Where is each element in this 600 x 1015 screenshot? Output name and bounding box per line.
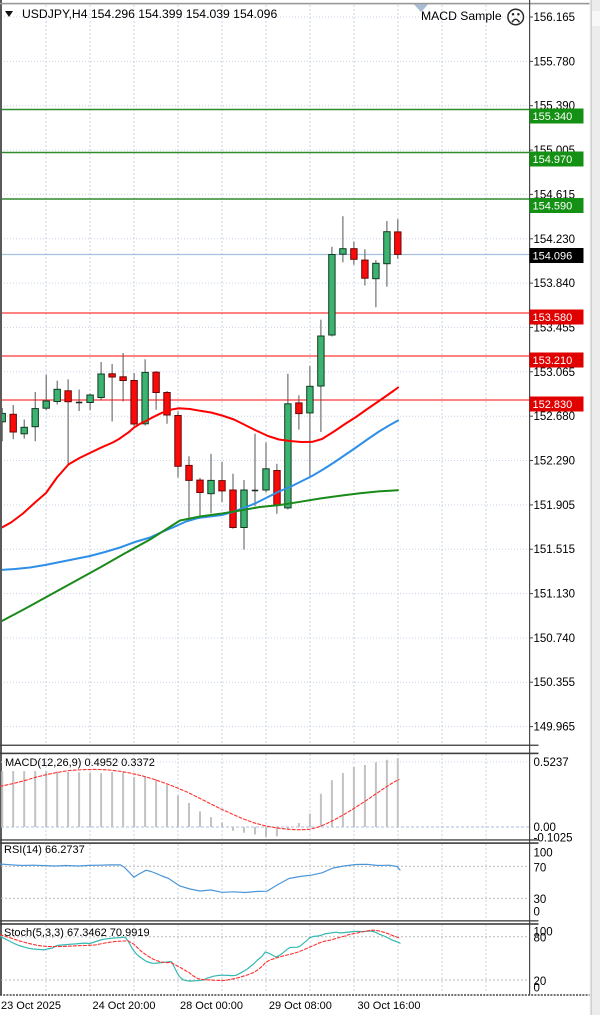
svg-text:0: 0 [534,983,540,995]
svg-text:20: 20 [534,976,547,988]
svg-text:30: 30 [534,894,547,906]
svg-text:154.230: 154.230 [534,234,576,246]
svg-text:USDJPY,H4 154.296 154.399 154.: USDJPY,H4 154.296 154.399 154.039 154.09… [22,7,277,21]
svg-text:23 Oct 2025: 23 Oct 2025 [1,1000,61,1012]
svg-text:153.210: 153.210 [533,355,573,367]
svg-text:152.680: 152.680 [534,411,576,423]
svg-text:30 Oct 16:00: 30 Oct 16:00 [358,1000,421,1012]
svg-text:150.355: 150.355 [534,677,576,689]
svg-text:MACD Sample: MACD Sample [421,9,502,23]
svg-text:152.290: 152.290 [534,456,576,468]
svg-text:151.130: 151.130 [534,589,576,601]
svg-text:Stoch(5,3,3) 67.3462 70.9919: Stoch(5,3,3) 67.3462 70.9919 [4,927,150,939]
svg-text:24 Oct 20:00: 24 Oct 20:00 [93,1000,156,1012]
svg-text:155.340: 155.340 [533,111,573,123]
svg-text:153.580: 153.580 [533,312,573,324]
svg-text:100: 100 [534,848,553,860]
svg-text:29 Oct 08:00: 29 Oct 08:00 [269,1000,332,1012]
svg-text:151.905: 151.905 [534,500,576,512]
svg-text:0.00: 0.00 [534,822,556,834]
svg-text:80: 80 [534,933,547,945]
svg-text:RSI(14) 66.2737: RSI(14) 66.2737 [4,844,85,856]
svg-text:MACD(12,26,9) 0.4952 0.3372: MACD(12,26,9) 0.4952 0.3372 [5,757,155,769]
svg-text:155.780: 155.780 [534,56,576,68]
svg-text:156.165: 156.165 [534,12,576,24]
svg-text:153.065: 153.065 [534,367,576,379]
svg-text:-0.1025: -0.1025 [534,833,573,845]
svg-text:70: 70 [534,863,547,875]
svg-text:0: 0 [534,907,540,919]
svg-text:153.455: 153.455 [534,322,576,334]
svg-text:154.970: 154.970 [533,154,573,166]
svg-text:28 Oct 00:00: 28 Oct 00:00 [180,1000,243,1012]
svg-text:151.515: 151.515 [534,544,576,556]
svg-text:149.965: 149.965 [534,722,576,734]
svg-text:152.830: 152.830 [533,399,573,411]
svg-text:153.840: 153.840 [534,278,576,290]
svg-text:150.740: 150.740 [534,633,576,645]
svg-text:100: 100 [534,926,553,938]
svg-text:154.590: 154.590 [533,201,573,213]
svg-text:154.096: 154.096 [533,251,573,263]
svg-text:0.5237: 0.5237 [534,757,569,769]
